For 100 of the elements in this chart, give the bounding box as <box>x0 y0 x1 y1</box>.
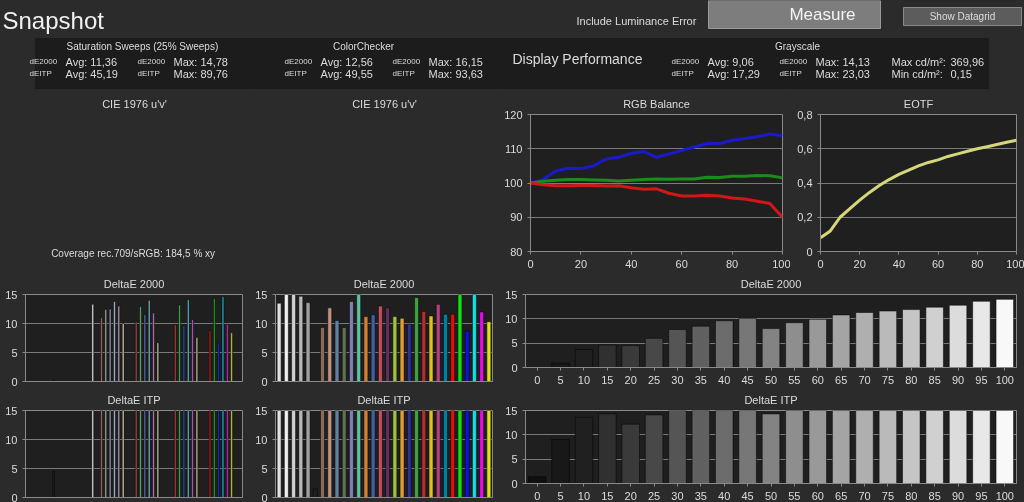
y-tick-label: 0 <box>511 477 518 490</box>
text: Measure <box>789 5 856 24</box>
x-tick-label: 30 <box>671 373 684 386</box>
x-tick-label: 15 <box>601 373 614 386</box>
y-tick-label: 10 <box>5 433 18 446</box>
x-tick-label: 40 <box>718 373 731 386</box>
text: 0,15 <box>950 67 972 80</box>
text: Include Luminance Error <box>576 14 697 27</box>
text: Avg: 45,19 <box>65 67 118 80</box>
y-tick-label: 0 <box>511 361 518 374</box>
y-tick-label: 10 <box>255 433 268 446</box>
text: Avg: 17,29 <box>707 67 760 80</box>
x-tick-label: 5 <box>557 489 564 502</box>
x-tick-label: 100 <box>772 257 791 270</box>
y-tick-label: 0,6 <box>797 142 813 155</box>
text: CIE 1976 u'v' <box>102 97 167 110</box>
x-tick-label: 80 <box>905 373 918 386</box>
y-tick-label: 10 <box>505 312 518 325</box>
y-tick-label: 100 <box>504 177 523 189</box>
x-tick-label: 65 <box>835 489 848 502</box>
text: Avg: 11,36 <box>65 55 118 68</box>
x-tick-label: 95 <box>975 373 988 386</box>
text: Show Datagrid <box>929 11 996 22</box>
y-tick-label: 5 <box>511 337 518 350</box>
x-tick-label: 100 <box>1006 257 1024 270</box>
x-tick-label: 0 <box>817 257 824 270</box>
x-tick-label: 70 <box>858 373 871 386</box>
y-tick-label: 10 <box>255 317 268 330</box>
x-tick-label: 0 <box>527 257 534 270</box>
y-tick-label: 5 <box>11 462 18 475</box>
x-tick-label: 80 <box>905 489 918 502</box>
y-tick-label: 110 <box>504 142 523 155</box>
x-tick-label: 60 <box>811 489 824 502</box>
text: dEITP <box>284 69 307 78</box>
x-tick-label: 80 <box>971 257 984 270</box>
text: dE2000 <box>137 57 166 66</box>
text: CIE 1976 u'v' <box>352 97 417 110</box>
x-tick-label: 85 <box>928 373 941 386</box>
chart-title: RGB Balance <box>623 97 690 110</box>
chart-title: DeltaE 2000 <box>740 277 802 290</box>
x-tick-label: 90 <box>951 373 965 386</box>
chart-title: DeltaE ITP <box>357 393 411 406</box>
text: Max: 23,03 <box>815 67 870 80</box>
text: Max: 16,15 <box>428 55 483 68</box>
text: Avg: 49,55 <box>320 67 373 80</box>
chart-title: DeltaE ITP <box>744 393 798 406</box>
text: dE2000 <box>671 57 700 66</box>
x-tick-label: 100 <box>995 373 1014 386</box>
y-tick-label: 0,4 <box>797 177 813 189</box>
y-tick-label: 15 <box>5 404 18 417</box>
x-tick-label: 45 <box>741 489 754 502</box>
x-tick-label: 0 <box>534 373 541 386</box>
y-tick-label: 15 <box>5 288 18 301</box>
x-tick-label: 20 <box>574 257 588 270</box>
x-tick-label: 35 <box>694 489 707 502</box>
text: dEITP <box>137 69 160 78</box>
y-tick-label: 120 <box>504 108 523 121</box>
x-tick-label: 20 <box>624 489 637 502</box>
chart-title: EOTF <box>903 97 934 110</box>
text: dE2000 <box>29 57 58 66</box>
text: dE2000 <box>392 57 421 66</box>
text: Avg: 9,06 <box>707 55 754 68</box>
x-tick-label: 10 <box>577 489 591 502</box>
x-tick-label: 50 <box>764 373 778 386</box>
y-tick-label: 5 <box>261 462 268 475</box>
y-tick-label: 15 <box>255 288 268 301</box>
y-tick-label: 80 <box>510 245 523 258</box>
x-tick-label: 15 <box>601 489 614 502</box>
text: Coverage rec.709/sRGB: 184,5 % xy <box>51 248 216 260</box>
x-tick-label: 90 <box>951 489 965 502</box>
x-tick-label: 75 <box>881 373 895 386</box>
text: Max: 89,76 <box>173 67 228 80</box>
text: dE2000 <box>779 57 808 66</box>
y-tick-label: 0,2 <box>797 211 813 224</box>
x-tick-label: 60 <box>675 257 688 270</box>
y-tick-label: 15 <box>255 404 268 417</box>
text: dEITP <box>29 69 52 78</box>
chart-title: DeltaE ITP <box>107 393 161 406</box>
x-tick-label: 60 <box>931 257 945 270</box>
x-tick-label: 65 <box>835 373 848 386</box>
x-tick-label: 50 <box>764 489 778 502</box>
x-tick-label: 30 <box>671 489 684 502</box>
text: 369,96 <box>950 55 985 68</box>
x-tick-label: 80 <box>725 257 739 270</box>
text: Max: 14,13 <box>815 55 870 68</box>
text: dEITP <box>779 69 802 78</box>
text: ColorChecker <box>332 41 395 52</box>
y-tick-label: 15 <box>505 404 518 417</box>
x-tick-label: 55 <box>788 373 801 386</box>
x-tick-label: 10 <box>577 373 591 386</box>
x-tick-label: 70 <box>858 489 871 502</box>
x-tick-label: 45 <box>741 373 754 386</box>
y-tick-label: 10 <box>505 428 518 441</box>
text: Display Performance <box>512 50 643 67</box>
y-tick-label: 15 <box>505 288 518 301</box>
text: Saturation Sweeps (25% Sweeps) <box>66 41 219 52</box>
y-tick-label: 5 <box>11 346 18 359</box>
x-tick-label: 100 <box>995 489 1014 502</box>
y-tick-label: 5 <box>261 346 268 359</box>
x-tick-label: 25 <box>647 373 661 386</box>
